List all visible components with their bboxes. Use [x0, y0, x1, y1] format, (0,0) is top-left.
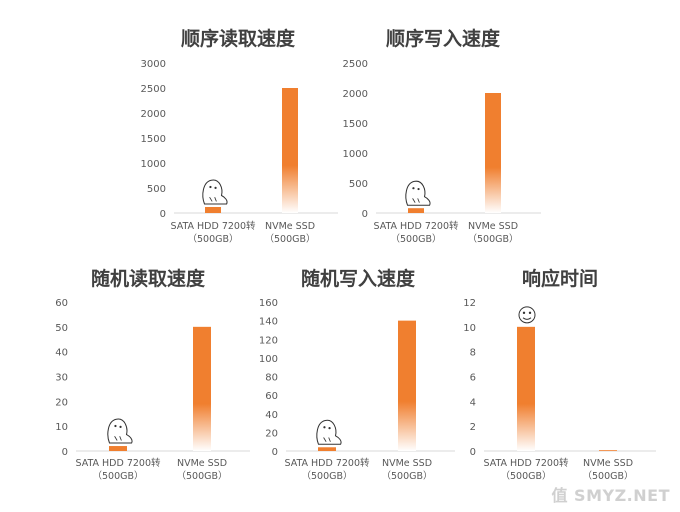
watermark: 值 SMYZ.NET: [551, 486, 670, 505]
y-tick-label: 2500: [141, 84, 166, 95]
y-tick-label: 80: [265, 373, 278, 384]
y-tick-label: 30: [55, 373, 68, 384]
ghost-mascot-icon: [107, 418, 133, 444]
bar: [599, 450, 617, 451]
y-tick-label: 3000: [141, 59, 166, 70]
ghost-mascot-icon: [316, 419, 342, 445]
x-tick-label: SATA HDD 7200转: [75, 457, 161, 469]
y-tick-label: 10: [55, 422, 68, 433]
y-tick-label: 140: [259, 317, 278, 328]
chart-title: 随机读取速度: [91, 267, 206, 290]
x-tick-label: （500GB）: [92, 470, 143, 482]
bar: [318, 447, 336, 451]
y-tick-label: 2: [470, 422, 476, 433]
bar: [109, 446, 127, 451]
y-tick-label: 2500: [343, 59, 368, 70]
y-tick-label: 100: [259, 354, 278, 365]
y-tick-label: 1000: [141, 159, 166, 170]
y-tick-label: 8: [470, 348, 476, 359]
chart-title: 响应时间: [522, 267, 598, 290]
y-tick-label: 20: [265, 428, 278, 439]
x-tick-label: SATA HDD 7200转: [483, 457, 569, 469]
face-meme-icon: [518, 306, 536, 324]
x-tick-label: （500GB）: [381, 470, 432, 482]
y-tick-label: 4: [470, 397, 476, 408]
y-tick-label: 0: [470, 447, 476, 458]
y-tick-label: 500: [147, 184, 166, 195]
bar: [282, 88, 298, 213]
bar: [517, 326, 535, 451]
y-tick-label: 500: [349, 179, 368, 190]
x-tick-label: （500GB）: [467, 233, 518, 245]
y-tick-label: 60: [55, 298, 68, 309]
bar: [398, 320, 416, 451]
chart-title: 随机写入速度: [301, 267, 416, 290]
x-tick-label: SATA HDD 7200转: [284, 457, 370, 469]
bar: [485, 93, 501, 213]
y-tick-label: 40: [55, 348, 68, 359]
y-tick-label: 12: [463, 298, 476, 309]
y-tick-label: 0: [160, 209, 166, 220]
x-tick-label: NVMe SSD: [265, 221, 315, 232]
chart-panel: 顺序写入速度 0 500 1000 1500 2000 2500 SATA HDD 7200转…: [343, 27, 541, 245]
ghost-mascot-icon: [202, 179, 228, 205]
x-tick-label: （500GB）: [187, 233, 238, 245]
ghost-mascot-icon: [405, 180, 431, 206]
y-tick-label: 2000: [141, 109, 166, 120]
y-tick-label: 10: [463, 323, 476, 334]
y-tick-label: 2000: [343, 89, 368, 100]
x-tick-label: SATA HDD 7200转: [170, 220, 256, 232]
y-tick-label: 120: [259, 335, 278, 346]
bar: [408, 208, 424, 213]
y-tick-label: 1000: [343, 149, 368, 160]
y-tick-label: 0: [272, 447, 278, 458]
y-tick-label: 0: [362, 209, 368, 220]
x-tick-label: （500GB）: [582, 470, 633, 482]
y-tick-label: 0: [62, 447, 68, 458]
x-tick-label: （500GB）: [264, 233, 315, 245]
y-tick-label: 1500: [141, 134, 166, 145]
y-tick-label: 50: [55, 323, 68, 334]
chart-panel: 随机写入速度 0 20 40 60 80 100 120 140 160 SATA HDD 7200…: [259, 267, 455, 482]
x-tick-label: NVMe SSD: [177, 458, 227, 469]
x-tick-label: （500GB）: [176, 470, 227, 482]
x-tick-label: NVMe SSD: [382, 458, 432, 469]
chart-panel: 顺序读取速度 0 500 1000 1500 2000 2500 3000 SATA HDD 7…: [141, 27, 338, 245]
chart-title: 顺序读取速度: [181, 27, 296, 50]
x-tick-label: NVMe SSD: [468, 221, 518, 232]
y-tick-label: 160: [259, 298, 278, 309]
y-tick-label: 20: [55, 397, 68, 408]
x-tick-label: （500GB）: [500, 470, 551, 482]
x-tick-label: （500GB）: [301, 470, 352, 482]
chart-title: 顺序写入速度: [386, 27, 501, 50]
bar: [193, 326, 211, 451]
bar: [205, 207, 221, 213]
y-tick-label: 1500: [343, 119, 368, 130]
y-tick-label: 40: [265, 410, 278, 421]
x-tick-label: SATA HDD 7200转: [373, 220, 459, 232]
y-tick-label: 6: [470, 373, 476, 384]
y-tick-label: 60: [265, 391, 278, 402]
x-tick-label: （500GB）: [390, 233, 441, 245]
x-tick-label: NVMe SSD: [583, 458, 633, 469]
